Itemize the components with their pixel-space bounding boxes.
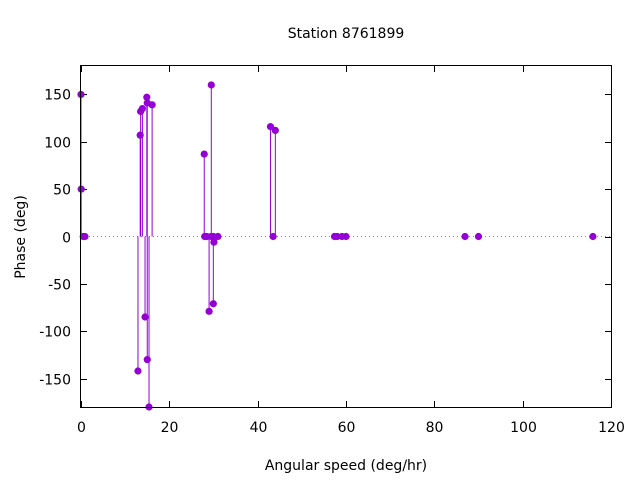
x-tick-label: 80 [426,420,444,436]
y-tick-label: 50 [53,183,71,199]
data-point [209,300,217,308]
data-point [342,232,350,241]
data-point [205,307,213,315]
data-point [271,126,279,135]
data-point [207,81,215,89]
data-point [210,238,218,246]
data-point [138,105,146,113]
impulse-layer [80,84,276,407]
y-tick-label: -50 [48,278,71,294]
point-layer [77,81,597,411]
data-point [141,313,149,321]
tick-layer: 0 20 40 60 80 100 120 -150 -100 -50 0 50 100 150 [39,66,625,436]
x-axis-label: Angular speed (deg/hr) [265,458,427,474]
x-tick-label: 40 [250,420,268,436]
data-point [589,232,597,241]
data-point [77,185,85,193]
x-tick-label: 20 [161,420,179,436]
data-point [148,101,156,109]
y-tick-label: -150 [39,373,71,389]
data-point [200,150,208,158]
data-point [143,356,151,364]
y-tick-label: 100 [44,136,71,152]
x-tick-label: 120 [598,420,625,436]
data-point [143,93,151,101]
plot-frame [80,65,612,408]
data-point [266,123,275,131]
y-axis-label: Phase (deg) [13,195,29,279]
data-point [81,232,89,241]
data-point [214,232,222,241]
y-tick-label: 0 [62,231,71,247]
x-tick-label: 60 [338,420,356,436]
y-tick-label: -100 [39,325,71,341]
x-tick-label: 0 [77,420,86,436]
data-point [269,232,277,241]
chart-title: Station 8761899 [288,26,405,42]
data-point [136,131,144,139]
y-tick-label: 150 [44,88,71,104]
data-point [474,232,483,241]
x-tick-label: 100 [510,420,537,436]
data-point [461,232,469,241]
data-point [134,367,142,375]
